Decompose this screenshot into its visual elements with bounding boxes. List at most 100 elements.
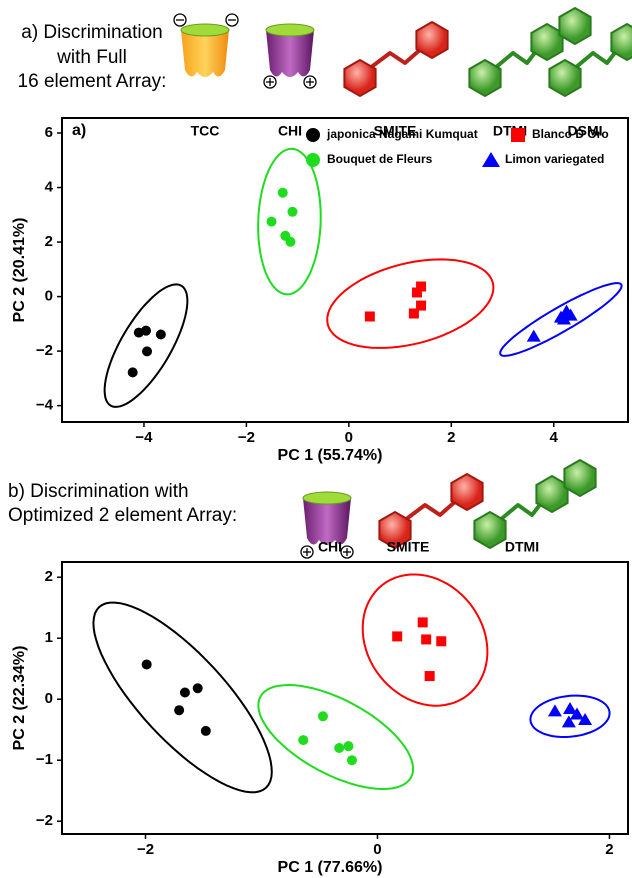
confidence-ellipse — [499, 282, 623, 357]
point — [578, 712, 593, 725]
cup-icon — [303, 498, 351, 545]
y-axis-label: PC 2 (20.41%) — [11, 218, 28, 323]
legend-entry: japonica Nagami Kumquat — [306, 127, 478, 142]
legend-symbol — [306, 153, 320, 167]
x-axis-label: PC 1 (77.66%) — [278, 859, 383, 876]
point — [417, 617, 428, 628]
cup-icon — [266, 30, 314, 77]
point — [266, 216, 277, 227]
x-tick-label: 4 — [550, 429, 559, 446]
point — [298, 735, 309, 746]
compound-label: SMITE — [374, 123, 417, 139]
point — [343, 741, 354, 752]
hexagon-icon — [473, 510, 507, 550]
x-tick-label: 2 — [447, 429, 455, 446]
point — [421, 634, 432, 645]
chain-icon — [403, 498, 459, 522]
confidence-ellipse — [92, 601, 273, 794]
confidence-ellipse — [257, 147, 322, 296]
point — [346, 755, 357, 766]
x-tick-label: 0 — [373, 841, 381, 858]
y-tick-label: 0 — [45, 690, 53, 707]
hexagon-icon — [535, 474, 569, 514]
point — [285, 236, 296, 247]
y-axis-label: PC 2 (22.34%) — [11, 646, 28, 751]
point — [277, 187, 288, 198]
compound-label: DTMI — [505, 539, 539, 555]
y-tick-label: 2 — [45, 233, 53, 250]
point — [563, 308, 578, 321]
point — [127, 367, 138, 378]
hexagon-icon — [548, 58, 582, 98]
confidence-ellipse — [361, 573, 489, 707]
compound-label: CHI — [318, 539, 342, 555]
point — [192, 683, 203, 694]
hexagon-icon — [415, 20, 449, 60]
chain-icon — [573, 48, 619, 70]
x-tick-label: 2 — [605, 841, 613, 858]
point — [392, 631, 403, 642]
hexagon-icon — [563, 458, 597, 498]
point — [424, 671, 435, 682]
point — [287, 206, 298, 217]
y-tick-label: −1 — [36, 751, 53, 768]
chain-icon — [368, 46, 424, 70]
chain-icon — [493, 48, 539, 70]
panel-label: a) — [72, 122, 86, 139]
legend-symbol — [306, 128, 320, 142]
point — [547, 704, 562, 717]
point — [142, 346, 153, 357]
point — [526, 329, 541, 342]
x-axis-label: PC 1 (55.74%) — [278, 447, 383, 464]
compound-label: CHI — [278, 123, 302, 139]
hexagon-icon — [378, 510, 412, 550]
x-tick-label: 0 — [345, 429, 353, 446]
point — [141, 325, 152, 336]
hexagon-icon — [530, 22, 564, 62]
confidence-ellipse — [257, 683, 414, 791]
hexagon-icon — [343, 58, 377, 98]
x-tick-label: −2 — [137, 841, 154, 858]
hexagon-icon — [450, 472, 484, 512]
y-tick-label: 0 — [45, 288, 53, 305]
y-tick-label: −2 — [36, 342, 53, 359]
point — [436, 636, 447, 647]
point — [174, 705, 185, 716]
cup-icon — [181, 30, 229, 77]
y-tick-label: −4 — [36, 397, 54, 414]
compound-label: DSMI — [568, 123, 603, 139]
point — [561, 715, 576, 728]
point — [416, 300, 427, 311]
point — [569, 707, 584, 720]
x-tick-label: −2 — [238, 429, 255, 446]
point — [141, 659, 152, 670]
legend-entry: Blanco D Oro — [511, 127, 609, 142]
x-tick-label: −4 — [135, 429, 153, 446]
compound-label: TCC — [191, 123, 220, 139]
point — [416, 281, 427, 292]
confidence-ellipse — [326, 258, 495, 349]
point — [317, 711, 328, 722]
legend-label: Blanco D Oro — [532, 127, 609, 141]
compound-label: SMITE — [387, 539, 430, 555]
panel-heading: a) Discrimination — [21, 22, 162, 43]
confidence-ellipse — [529, 694, 611, 738]
y-tick-label: 4 — [45, 178, 54, 195]
legend-entry: Limon variegated — [482, 152, 604, 167]
legend-label: Limon variegated — [505, 152, 604, 166]
plot-frame — [61, 561, 629, 835]
point — [364, 311, 375, 322]
legend-entry: Bouquet de Fleurs — [306, 152, 433, 167]
legend-symbol — [511, 128, 525, 142]
hexagon-icon — [610, 22, 632, 62]
panel-heading: 16 element Array: — [18, 71, 167, 92]
legend-symbol — [482, 152, 500, 167]
legend-label: japonica Nagami Kumquat — [326, 127, 478, 141]
y-tick-label: 2 — [45, 568, 53, 585]
point — [155, 329, 166, 340]
y-tick-label: 1 — [45, 629, 53, 646]
point — [563, 701, 578, 714]
compound-icons — [173, 6, 632, 559]
point — [200, 725, 211, 736]
